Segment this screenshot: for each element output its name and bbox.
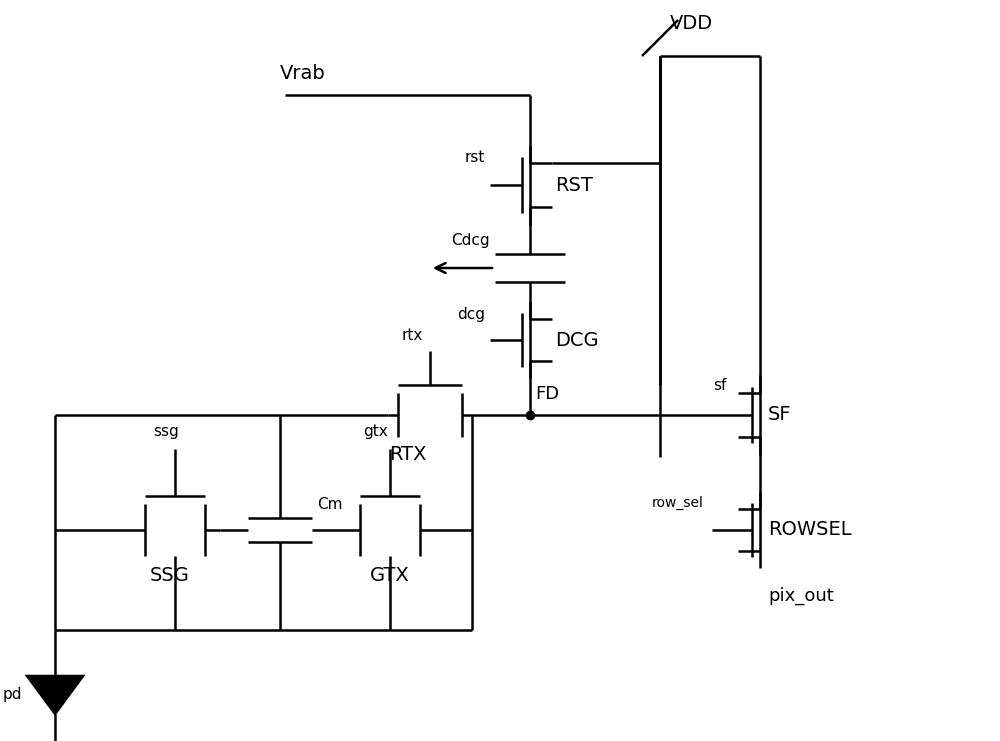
Text: gtx: gtx: [363, 424, 387, 439]
Polygon shape: [27, 676, 83, 714]
Text: RST: RST: [555, 176, 593, 194]
Text: DCG: DCG: [555, 330, 599, 350]
Text: Cm: Cm: [317, 497, 343, 512]
Text: pd: pd: [3, 688, 22, 702]
Text: Cdcg: Cdcg: [451, 233, 490, 248]
Text: ROWSEL: ROWSEL: [768, 520, 852, 539]
Text: rtx: rtx: [401, 328, 423, 343]
Text: ssg: ssg: [153, 424, 179, 439]
Text: dcg: dcg: [457, 307, 485, 322]
Text: VDD: VDD: [670, 14, 713, 33]
Text: sf: sf: [714, 378, 727, 393]
Text: GTX: GTX: [370, 566, 410, 585]
Text: rst: rst: [465, 150, 485, 165]
Text: pix_out: pix_out: [768, 587, 834, 605]
Text: Vrab: Vrab: [280, 64, 326, 83]
Text: row_sel: row_sel: [652, 496, 704, 510]
Text: FD: FD: [535, 385, 559, 403]
Text: RTX: RTX: [389, 445, 427, 464]
Text: SSG: SSG: [150, 566, 190, 585]
Text: SF: SF: [768, 405, 792, 425]
